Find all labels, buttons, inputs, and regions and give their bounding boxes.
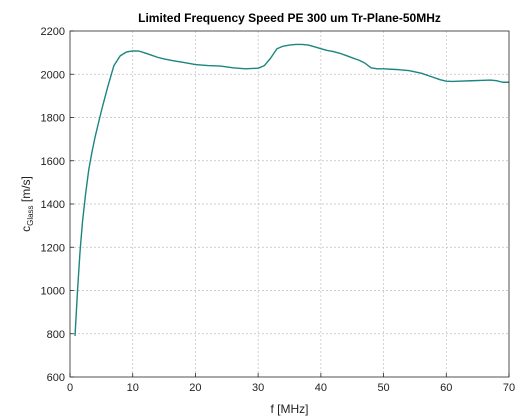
- y-tick-label: 1200: [41, 242, 65, 254]
- y-tick-label: 600: [47, 372, 65, 384]
- x-tick-label: 10: [127, 382, 139, 394]
- y-axis-label-main: c: [19, 226, 33, 232]
- x-tick-label: 20: [189, 382, 201, 394]
- y-tick-label: 2000: [41, 69, 65, 81]
- grid: [70, 31, 509, 377]
- y-tick-label: 2200: [41, 26, 65, 38]
- y-tick-label: 800: [47, 329, 65, 341]
- x-tick-label: 70: [503, 382, 515, 394]
- series-layer: [74, 43, 509, 336]
- y-tick-label: 1800: [41, 113, 65, 125]
- y-axis-label: cGlass [m/s]: [19, 176, 35, 232]
- plot-frame: [69, 30, 510, 378]
- y-tick-label: 1400: [41, 199, 65, 211]
- chart-title: Limited Frequency Speed PE 300 um Tr-Pla…: [138, 11, 441, 25]
- x-tick-label: 40: [315, 382, 327, 394]
- y-axis-label-unit: [m/s]: [19, 176, 33, 205]
- x-tick-label: 30: [252, 382, 264, 394]
- x-axis-label: f [MHz]: [271, 402, 309, 416]
- x-tick-label: 60: [440, 382, 452, 394]
- y-tick-label: 1600: [41, 156, 65, 168]
- series-line: [74, 43, 509, 336]
- x-tick-label: 50: [377, 382, 389, 394]
- axis-ticks: 0 10 20 30 40 50 60 70 600 800 1000 1200 1400 1600 180…: [41, 26, 516, 394]
- x-tick-label: 0: [67, 382, 73, 394]
- y-axis-label-subscript: Glass: [26, 205, 35, 225]
- y-tick-label: 1000: [41, 286, 65, 298]
